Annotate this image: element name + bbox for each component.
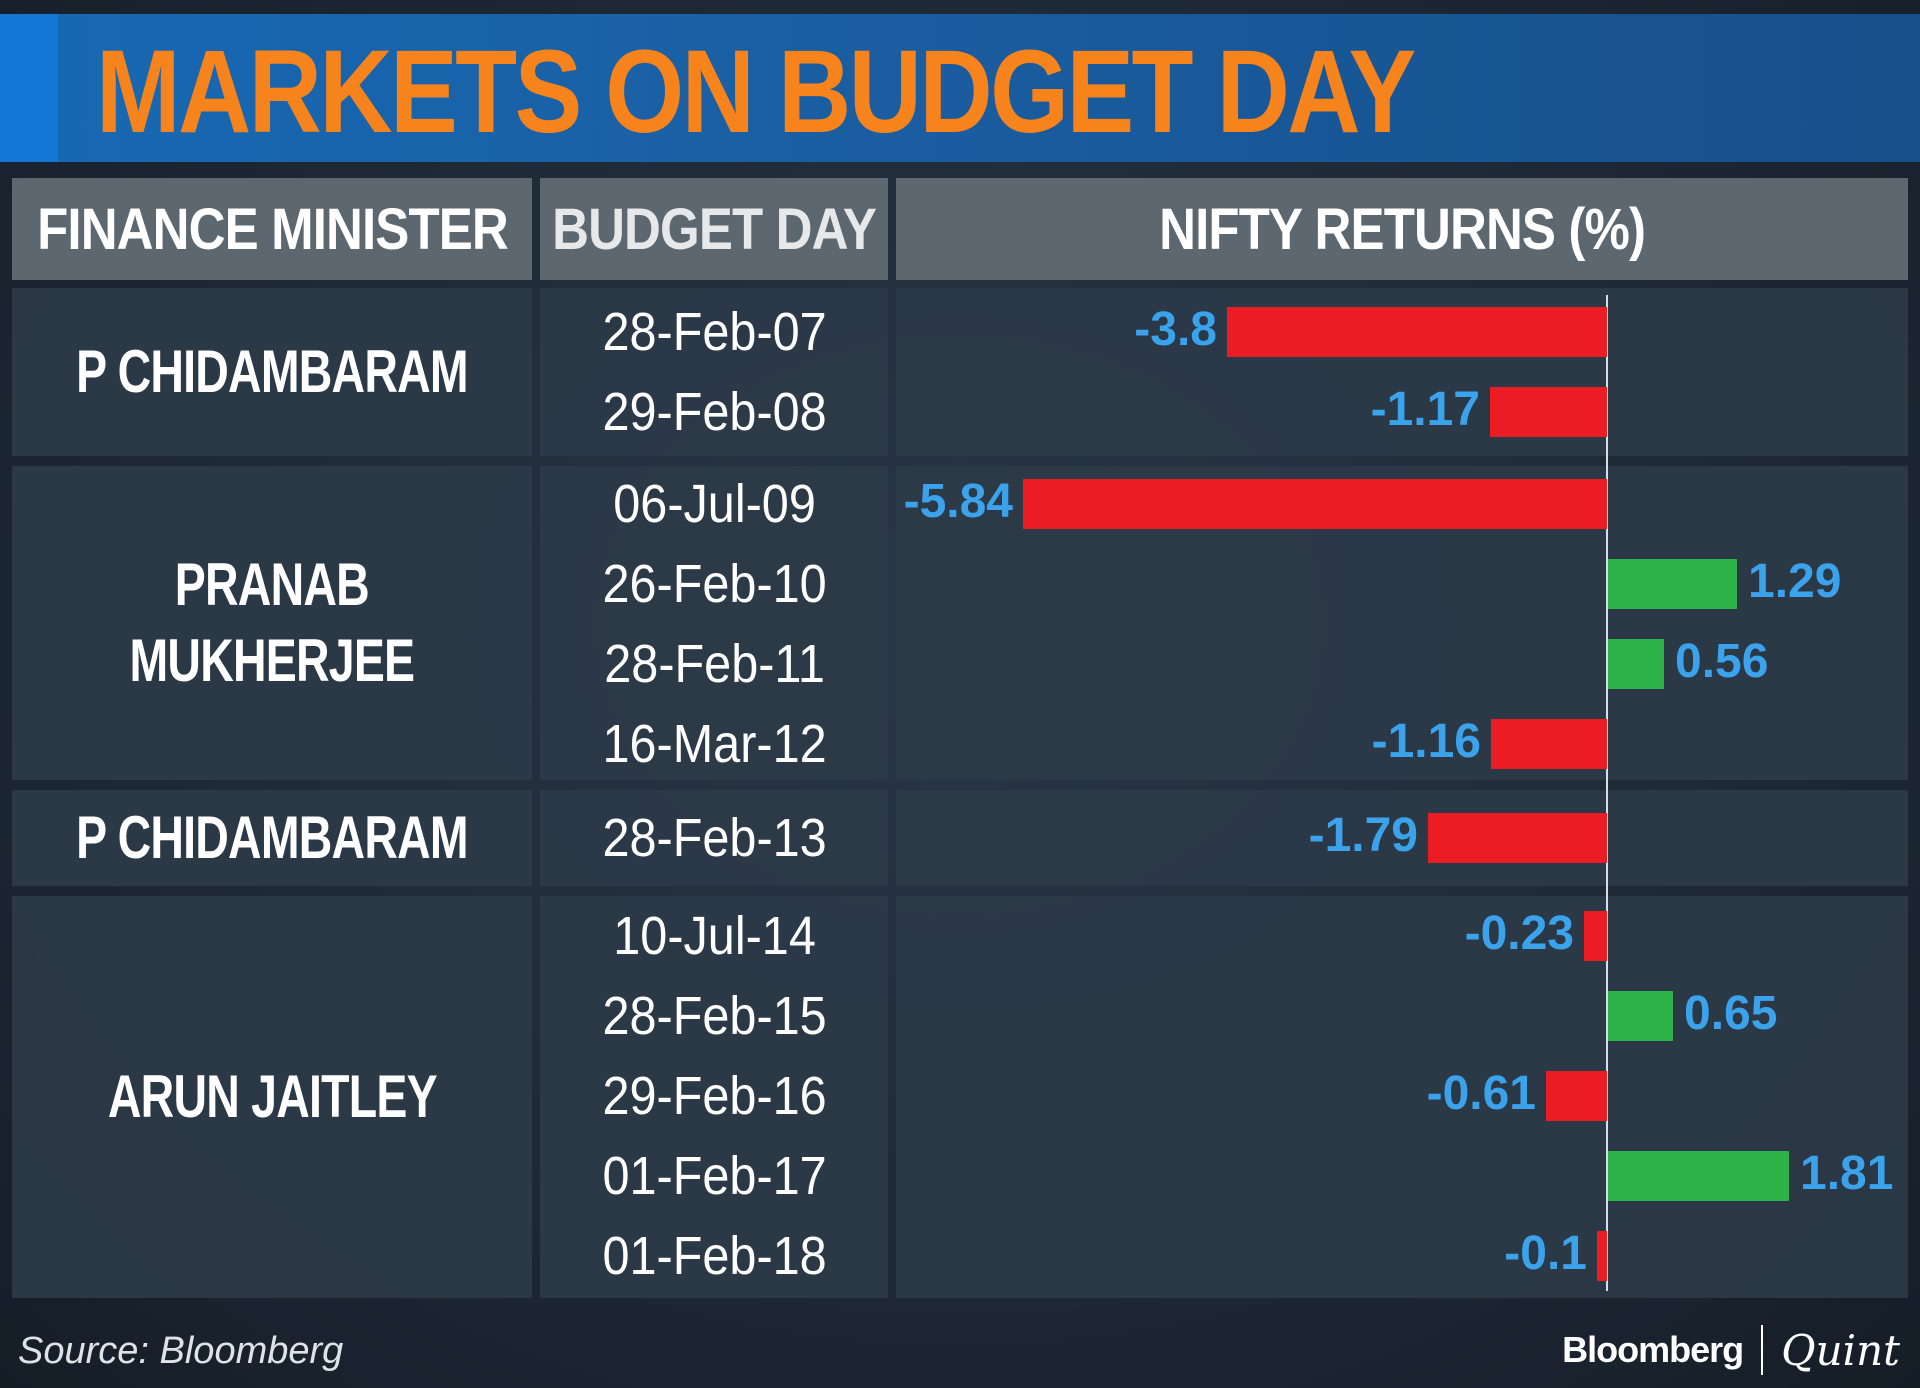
title-bar (0, 14, 1920, 162)
value-label: 0.65 (1684, 987, 1778, 1040)
value-label: 1.81 (1800, 1147, 1894, 1200)
value-label: -1.79 (1308, 809, 1418, 862)
value-label: -5.84 (903, 475, 1013, 528)
minister-name: ARUN JAITLEY (12, 896, 532, 1298)
budget-date-label: 16-Mar-12 (540, 709, 890, 779)
budget-date-text: 28-Feb-15 (602, 986, 828, 1046)
budget-date-label: 28-Feb-15 (540, 981, 890, 1051)
value-label: -3.8 (1134, 303, 1217, 356)
value-label: -0.23 (1464, 907, 1574, 960)
bar-29-Feb-08 (1490, 387, 1607, 437)
budget-date-label: 26-Feb-10 (540, 549, 890, 619)
budget-date-label: 29-Feb-16 (540, 1061, 890, 1131)
budget-date-label: 28-Feb-13 (540, 803, 890, 873)
value-label: 0.56 (1675, 635, 1769, 688)
header-budget-day-label: BUDGET DAY (552, 196, 877, 262)
page-title: MARKETS ON BUDGET DAY (96, 26, 1416, 158)
header-finance-minister-label: FINANCE MINISTER (36, 196, 509, 262)
budget-date-label: 01-Feb-17 (540, 1141, 890, 1211)
budget-date-text: 06-Jul-09 (613, 474, 817, 534)
budget-date-label: 10-Jul-14 (540, 901, 890, 971)
budget-date-text: 28-Feb-11 (604, 634, 826, 694)
budget-date-text: 01-Feb-18 (602, 1226, 828, 1286)
header-nifty-returns-label: NIFTY RETURNS (%) (1158, 196, 1646, 262)
group-4-panel-col1 (12, 896, 532, 1298)
value-label: -0.1 (1504, 1227, 1587, 1280)
value-label: -1.16 (1371, 715, 1481, 768)
budget-date-text: 16-Mar-12 (602, 714, 828, 774)
group-3-panel-col2 (540, 790, 888, 886)
bar-29-Feb-16 (1546, 1071, 1607, 1121)
bar-16-Mar-12 (1491, 719, 1607, 769)
group-4-panel-col2 (540, 896, 888, 1298)
group-1-panel-col1 (12, 288, 532, 456)
title-accent (0, 14, 58, 162)
bar-26-Feb-10 (1608, 559, 1737, 609)
minister-name-text: PRANAB MUKHERJEE (110, 547, 434, 699)
bar-28-Feb-15 (1608, 991, 1673, 1041)
budget-date-label: 28-Feb-07 (540, 297, 890, 367)
brand-logo: Bloomberg Quint (1562, 1320, 1900, 1380)
minister-name-line: P CHIDAMBARAM (76, 338, 469, 405)
minister-name-line: PRANAB (174, 551, 370, 618)
bar-28-Feb-13 (1428, 813, 1607, 863)
value-label: 1.29 (1748, 555, 1842, 608)
minister-name-line: ARUN JAITLEY (107, 1063, 438, 1130)
value-label: -1.17 (1370, 383, 1480, 436)
budget-date-text: 29-Feb-16 (602, 1066, 828, 1126)
brand-divider (1761, 1325, 1764, 1375)
group-3-panel-col1 (12, 790, 532, 886)
bar-01-Feb-18 (1597, 1231, 1607, 1281)
budget-date-text: 29-Feb-08 (602, 382, 828, 442)
budget-date-text: 28-Feb-13 (602, 808, 828, 868)
budget-date-text: 28-Feb-07 (602, 302, 828, 362)
minister-name-line: MUKHERJEE (129, 627, 416, 694)
header-budget-day: BUDGET DAY (540, 178, 888, 280)
minister-name: P CHIDAMBARAM (12, 790, 532, 886)
budget-date-label: 06-Jul-09 (540, 469, 890, 539)
minister-name: PRANAB MUKHERJEE (12, 466, 532, 780)
source-note: Source: Bloomberg (18, 1330, 344, 1372)
group-3-panel-col3 (896, 790, 1908, 886)
budget-date-text: 10-Jul-14 (613, 906, 817, 966)
bar-06-Jul-09 (1023, 479, 1607, 529)
header-nifty-returns: NIFTY RETURNS (%) (896, 178, 1908, 280)
budget-date-label: 28-Feb-11 (540, 629, 890, 699)
group-2-panel-col1 (12, 466, 532, 780)
bar-10-Jul-14 (1584, 911, 1607, 961)
budget-date-label: 29-Feb-08 (540, 377, 890, 447)
header-finance-minister: FINANCE MINISTER (12, 178, 532, 280)
bar-28-Feb-07 (1227, 307, 1607, 357)
minister-name-text: P CHIDAMBARAM (49, 334, 494, 410)
zero-axis-line (1606, 295, 1608, 1291)
value-label: -0.61 (1426, 1067, 1536, 1120)
minister-name-text: ARUN JAITLEY (85, 1059, 459, 1135)
minister-name-line: P CHIDAMBARAM (76, 804, 469, 871)
group-1-panel-col2 (540, 288, 888, 456)
budget-date-text: 01-Feb-17 (602, 1146, 828, 1206)
bar-28-Feb-11 (1608, 639, 1664, 689)
bar-01-Feb-17 (1608, 1151, 1789, 1201)
brand-quint: Quint (1781, 1325, 1900, 1375)
budget-date-label: 01-Feb-18 (540, 1221, 890, 1291)
brand-bloomberg: Bloomberg (1562, 1329, 1744, 1370)
group-2-panel-col2 (540, 466, 888, 780)
budget-date-text: 26-Feb-10 (602, 554, 828, 614)
minister-name-text: P CHIDAMBARAM (49, 800, 494, 876)
group-4-panel-col3 (896, 896, 1908, 1298)
minister-name: P CHIDAMBARAM (12, 288, 532, 456)
